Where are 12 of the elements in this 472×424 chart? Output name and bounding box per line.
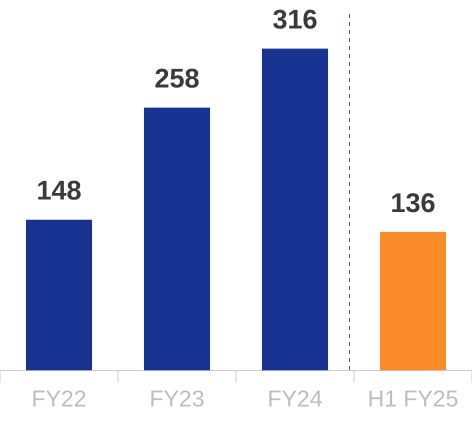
data-label: 148 bbox=[36, 176, 82, 206]
data-label: 136 bbox=[390, 188, 436, 218]
data-label: 258 bbox=[154, 64, 200, 94]
x-tick-label: FY23 bbox=[150, 386, 204, 412]
x-tick-label: FY22 bbox=[32, 386, 86, 412]
data-label: 316 bbox=[272, 4, 318, 35]
bar bbox=[262, 48, 328, 370]
bar bbox=[380, 232, 446, 370]
x-tick-label: H1 FY25 bbox=[368, 386, 458, 412]
x-tick-label: FY24 bbox=[268, 386, 323, 412]
bar bbox=[144, 108, 210, 370]
bar bbox=[26, 220, 92, 370]
